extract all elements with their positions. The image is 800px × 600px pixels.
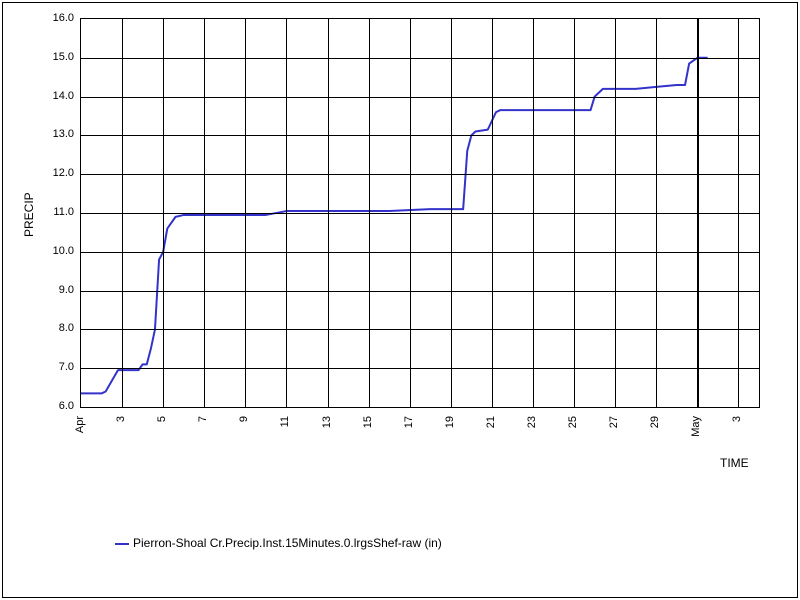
precip-line-series bbox=[81, 19, 761, 409]
y-tick-label: 9.0 bbox=[34, 284, 74, 296]
grid-line-vertical bbox=[245, 19, 246, 407]
x-tick-label: 15 bbox=[362, 416, 374, 428]
x-tick-label: 3 bbox=[115, 416, 127, 422]
grid-line-horizontal bbox=[81, 252, 759, 253]
x-tick-label: Apr bbox=[74, 416, 86, 433]
y-tick-label: 6.0 bbox=[34, 400, 74, 412]
grid-line-horizontal bbox=[81, 97, 759, 98]
y-tick-label: 11.0 bbox=[34, 206, 74, 218]
grid-line-horizontal bbox=[81, 291, 759, 292]
x-tick-label: 13 bbox=[321, 416, 333, 428]
x-tick-label: 19 bbox=[444, 416, 456, 428]
grid-line-vertical bbox=[451, 19, 452, 407]
y-tick-label: 8.0 bbox=[34, 322, 74, 334]
plot-area bbox=[80, 18, 760, 408]
grid-line-vertical bbox=[738, 19, 739, 407]
grid-line-horizontal bbox=[81, 213, 759, 214]
x-tick-label: 27 bbox=[608, 416, 620, 428]
month-boundary-line bbox=[697, 19, 699, 407]
grid-line-vertical bbox=[492, 19, 493, 407]
x-tick-label: May bbox=[690, 416, 702, 437]
grid-line-vertical bbox=[656, 19, 657, 407]
y-tick-label: 12.0 bbox=[34, 167, 74, 179]
legend-swatch bbox=[115, 543, 129, 545]
x-tick-label: 17 bbox=[403, 416, 415, 428]
grid-line-vertical bbox=[286, 19, 287, 407]
y-tick-label: 7.0 bbox=[34, 361, 74, 373]
x-tick-label: 25 bbox=[567, 416, 579, 428]
y-axis-title: PRECIP bbox=[22, 192, 36, 237]
x-tick-label: 21 bbox=[485, 416, 497, 428]
grid-line-vertical bbox=[328, 19, 329, 407]
legend-label: Pierron-Shoal Cr.Precip.Inst.15Minutes.0… bbox=[133, 536, 442, 550]
grid-line-vertical bbox=[615, 19, 616, 407]
grid-line-vertical bbox=[410, 19, 411, 407]
y-tick-label: 16.0 bbox=[34, 12, 74, 24]
x-axis-title: TIME bbox=[720, 456, 749, 470]
grid-line-horizontal bbox=[81, 174, 759, 175]
y-tick-label: 13.0 bbox=[34, 128, 74, 140]
x-tick-label: 9 bbox=[238, 416, 250, 422]
y-tick-label: 15.0 bbox=[34, 51, 74, 63]
grid-line-vertical bbox=[122, 19, 123, 407]
grid-line-horizontal bbox=[81, 135, 759, 136]
x-tick-label: 23 bbox=[526, 416, 538, 428]
y-tick-label: 10.0 bbox=[34, 245, 74, 257]
grid-line-horizontal bbox=[81, 368, 759, 369]
x-tick-label: 7 bbox=[197, 416, 209, 422]
grid-line-vertical bbox=[204, 19, 205, 407]
grid-line-vertical bbox=[533, 19, 534, 407]
grid-line-vertical bbox=[574, 19, 575, 407]
y-tick-label: 14.0 bbox=[34, 90, 74, 102]
x-tick-label: 5 bbox=[156, 416, 168, 422]
x-tick-label: 29 bbox=[649, 416, 661, 428]
grid-line-horizontal bbox=[81, 329, 759, 330]
x-tick-label: 11 bbox=[279, 416, 291, 427]
grid-line-horizontal bbox=[81, 58, 759, 59]
grid-line-vertical bbox=[163, 19, 164, 407]
x-tick-label: 3 bbox=[731, 416, 743, 422]
grid-line-vertical bbox=[369, 19, 370, 407]
